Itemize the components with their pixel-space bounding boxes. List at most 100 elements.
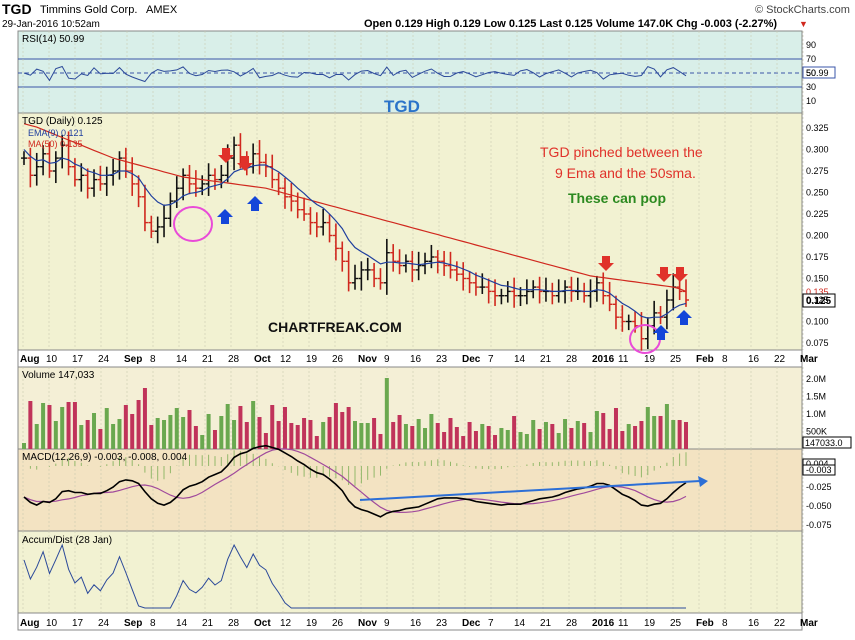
rsi-label: RSI(14) 50.99 [22, 34, 85, 45]
volume-bar [512, 416, 517, 449]
volume-bar [378, 434, 383, 449]
volume-bar [308, 420, 313, 449]
volume-bar [442, 432, 447, 449]
volume-bar [543, 422, 548, 449]
x-tick-label: Feb [696, 354, 714, 365]
x-tick-label: 24 [98, 618, 110, 629]
volume-bar [518, 432, 523, 449]
x-tick-label: 21 [202, 354, 214, 365]
x-tick-label: 11 [618, 354, 629, 365]
volume-bar [321, 422, 326, 449]
volume-bar [60, 407, 65, 449]
volume-bar [588, 432, 593, 449]
volume-bars [22, 378, 688, 449]
down-arrow-icon [598, 256, 614, 271]
volume-bar [174, 408, 179, 449]
volume-bar [149, 425, 154, 449]
volume-bar [480, 424, 485, 449]
volume-bar [454, 427, 459, 449]
volume-bar [353, 421, 357, 449]
volume-bar [257, 417, 262, 449]
y-tick-label: 0.250 [806, 188, 829, 198]
y-tick-label: 0.275 [806, 166, 829, 176]
macd-line [23, 444, 687, 518]
volume-bar [98, 429, 103, 449]
volume-bar [365, 423, 370, 449]
volume-bar [276, 421, 281, 449]
volume-bar [244, 422, 249, 449]
x-tick-label: Sep [124, 618, 142, 629]
volume-bar [295, 425, 300, 449]
accum-dist-line [23, 543, 686, 609]
x-tick-label: 9 [384, 618, 390, 629]
x-tick-label: 21 [202, 618, 214, 629]
x-tick-label: 28 [566, 354, 578, 365]
rsi-line [23, 65, 687, 83]
y-tick-label: -0.050 [806, 501, 832, 511]
x-tick-label: Mar [800, 618, 818, 629]
macd-label: MACD(12,26,9) -0.003, -0.008, 0.004 [22, 452, 188, 463]
volume-bar [550, 424, 555, 449]
x-tick-label: 7 [488, 354, 494, 365]
exchange: AMEX [146, 4, 178, 16]
grid [22, 31, 804, 613]
y-tick-label: 0.075 [806, 338, 829, 348]
down-arrows [218, 148, 688, 282]
quote-line: Open 0.129 High 0.129 Low 0.125 Last 0.1… [364, 18, 777, 30]
volume-bar [263, 433, 268, 449]
volume-bar [359, 423, 364, 449]
volume-bar [193, 426, 198, 449]
volume-bar [531, 420, 536, 449]
volume-bar [232, 420, 237, 449]
x-tick-label: 8 [150, 618, 156, 629]
y-tick-label: -0.025 [806, 482, 832, 492]
highlight-circle [173, 206, 213, 242]
x-tick-label: 16 [748, 354, 760, 365]
y-tick-label: 50 [806, 68, 816, 78]
down-arrow-icon [237, 156, 253, 171]
down-arrow-icon [218, 148, 234, 163]
volume-bar [123, 405, 128, 449]
volume-bar [92, 413, 97, 449]
date-axis-bottom [17, 612, 803, 631]
last-price-text: 0.125 [806, 296, 831, 307]
up-arrow-icon [653, 325, 669, 340]
x-tick-label: 12 [280, 354, 292, 365]
ma-legend: MA(50) 0.135 [28, 139, 83, 149]
macd-tag-2-text: -0.003 [806, 465, 832, 475]
volume-bar [403, 424, 408, 449]
x-tick-label: Oct [254, 354, 271, 365]
brand: © StockCharts.com [755, 4, 850, 16]
ma-value-tag: 0.135 [806, 287, 829, 297]
x-tick-label: 28 [566, 618, 578, 629]
watermark: CHARTFREAK.COM [268, 319, 402, 335]
ma50-line [23, 123, 687, 292]
x-tick-label: 2016 [592, 618, 615, 629]
annotation-line-1: TGD pinched between the [540, 144, 703, 160]
x-tick-label: 16 [410, 354, 422, 365]
volume-bar [200, 435, 205, 449]
volume-bar [111, 424, 116, 449]
x-tick-label: Aug [20, 354, 39, 365]
x-axis-ticks: Aug Aug 10 10 17 17 24 24 Sep Sep 8 8 14 14 21 21 28 28 Oc… [20, 354, 818, 629]
x-tick-label: 14 [514, 618, 526, 629]
volume-bar [499, 428, 504, 449]
rsi-value-tag [802, 66, 836, 79]
ema9-line [23, 149, 687, 319]
volume-bar [225, 404, 230, 449]
volume-bar [664, 404, 669, 449]
volume-bar [346, 407, 351, 449]
accum-dist-label: Accum/Dist (28 Jan) [22, 535, 112, 546]
macd-trend-arrowhead [698, 476, 708, 487]
x-tick-label: 19 [306, 354, 318, 365]
volume-bar [79, 425, 84, 449]
volume-bar [314, 436, 319, 449]
x-tick-label: 17 [72, 354, 84, 365]
volume-bar [251, 401, 256, 449]
company-name: Timmins Gold Corp. [40, 4, 137, 16]
x-tick-label: 28 [228, 618, 240, 629]
up-arrow-icon [676, 310, 692, 325]
x-tick-label: 24 [98, 354, 110, 365]
